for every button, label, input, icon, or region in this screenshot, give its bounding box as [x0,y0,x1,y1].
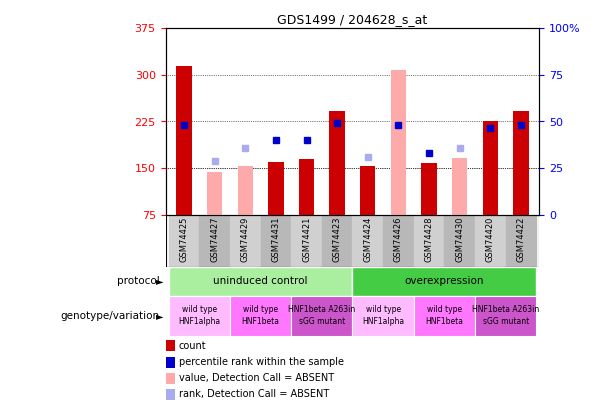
Text: GSM74423: GSM74423 [333,216,341,262]
Bar [414,296,475,336]
Bar [391,70,406,215]
Text: overexpression: overexpression [405,277,484,286]
Bar [483,122,498,215]
Bar [199,215,230,267]
Bar [166,357,175,368]
Bar [360,166,375,215]
Text: HNF1beta A263in
sGG mutant: HNF1beta A263in sGG mutant [472,305,539,326]
Bar [268,162,284,215]
Bar [352,296,414,336]
Bar [422,163,437,215]
Text: GSM74430: GSM74430 [455,216,464,262]
Text: genotype/variation: genotype/variation [60,311,159,321]
Bar [506,215,536,267]
Text: GSM74431: GSM74431 [272,216,280,262]
Bar [291,215,322,267]
Text: GSM74421: GSM74421 [302,216,311,262]
Text: GSM74420: GSM74420 [486,216,495,262]
Text: GSM74427: GSM74427 [210,216,219,262]
Bar [383,215,414,267]
Bar [322,215,352,267]
Text: GSM74426: GSM74426 [394,216,403,262]
Bar [230,215,261,267]
Bar [261,215,291,267]
Text: wild type
HNF1alpha: wild type HNF1alpha [362,305,404,326]
Bar [169,267,352,296]
Text: wild type
HNF1alpha: wild type HNF1alpha [178,305,220,326]
Text: wild type
HNF1beta: wild type HNF1beta [242,305,280,326]
Bar [166,340,175,351]
Text: GSM74429: GSM74429 [241,216,249,262]
Bar [299,159,314,215]
Bar [414,215,444,267]
Bar [452,158,468,215]
Bar [352,267,536,296]
Bar [514,111,529,215]
Text: GSM74425: GSM74425 [180,216,188,262]
Text: HNF1beta A263in
sGG mutant: HNF1beta A263in sGG mutant [288,305,356,326]
Bar [169,296,230,336]
Text: GSM74422: GSM74422 [517,216,525,262]
Bar [444,215,475,267]
Bar [475,215,506,267]
Bar [166,373,175,384]
Text: protocol: protocol [116,277,159,286]
Text: count: count [178,341,206,351]
Bar [230,296,291,336]
Text: wild type
HNF1beta: wild type HNF1beta [425,305,463,326]
Bar [166,389,175,400]
Text: ►: ► [156,311,164,321]
Bar [169,215,199,267]
Text: value, Detection Call = ABSENT: value, Detection Call = ABSENT [178,373,333,384]
Text: GSM74424: GSM74424 [364,216,372,262]
Bar [475,296,536,336]
Bar [291,296,352,336]
Bar [207,173,223,215]
Bar [238,166,253,215]
Text: rank, Detection Call = ABSENT: rank, Detection Call = ABSENT [178,389,329,399]
Title: GDS1499 / 204628_s_at: GDS1499 / 204628_s_at [277,13,428,26]
Text: uninduced control: uninduced control [213,277,308,286]
Bar [352,215,383,267]
Text: GSM74428: GSM74428 [425,216,433,262]
Text: percentile rank within the sample: percentile rank within the sample [178,357,344,367]
Bar [177,66,192,215]
Text: ►: ► [156,277,164,286]
Bar [330,111,345,215]
